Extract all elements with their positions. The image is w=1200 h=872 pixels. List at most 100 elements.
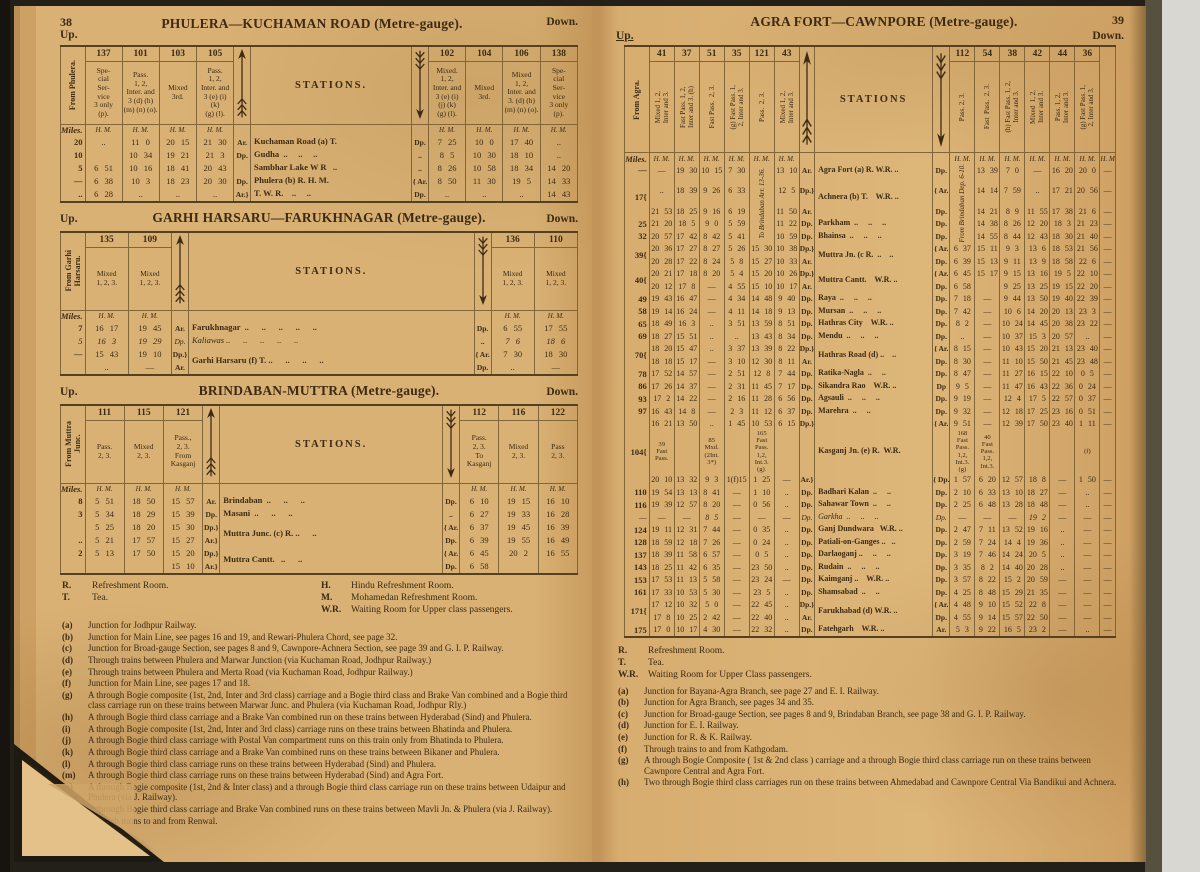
- station-cell: Kasganj Jn. (e) R. W.R.: [814, 417, 934, 486]
- time-cell: —: [1099, 267, 1116, 280]
- page-number: 39: [1112, 13, 1124, 27]
- miles-cell: 17{: [624, 176, 650, 218]
- vertical-text: Pass. 1, 2, Inter and 3.: [1054, 90, 1071, 124]
- station-cell: Hathras City W.R. ..: [814, 317, 934, 330]
- time-cell: 18 18: [648, 354, 675, 368]
- time-cell: 7 18: [949, 292, 976, 305]
- time-cell: 19 30: [673, 164, 700, 177]
- spacer: [233, 124, 252, 136]
- time-cell: 1 25: [748, 473, 775, 486]
- from-column-label: From Muttra Junc.: [60, 404, 86, 484]
- time-cell: 8 20: [698, 498, 725, 511]
- timetable-row: 7 16 17 19 45 Ar. Farukhnagar .. .. .. .. ..…: [60, 321, 579, 335]
- time-cell: 13 43: [748, 329, 775, 343]
- time-cell: —: [974, 317, 1001, 330]
- time-cell: 18 41: [158, 161, 197, 175]
- footnote-key: (a): [618, 685, 629, 696]
- time-cell: 13 10: [999, 485, 1026, 499]
- time-cell: —: [773, 573, 800, 586]
- timetable-row: —6 38 10 3 18 23 20 30 Dp. Phulera (b) R. H. …: [60, 174, 579, 188]
- time-cell: 14 45: [1024, 317, 1051, 330]
- time-cell: 1(f)15: [723, 473, 750, 486]
- arrival-departure-label: Dp.: [798, 304, 816, 318]
- time-cell: 18 34: [502, 161, 541, 175]
- footnote-key: R.: [62, 580, 72, 591]
- time-cell: 8 48: [974, 585, 1001, 599]
- time-cell: 16 55: [537, 546, 579, 560]
- time-cell: 16 17: [84, 321, 129, 335]
- vertical-text: From Phulera.: [68, 60, 78, 111]
- train-class-row: Pass. 2, 3. Mixed 2, 3. Pass., 2, 3. From …: [61, 420, 579, 484]
- time-cell: 16 15: [1024, 367, 1051, 380]
- time-cell: —: [1074, 548, 1101, 561]
- train-class-desc: Pass. 1, 2, Inter. and 3 (d) (h) (m) (n)…: [121, 61, 160, 125]
- time-cell: 22 57: [1049, 392, 1076, 405]
- station-cell: Parkham .. .. ..: [814, 217, 934, 230]
- timetable-row: 110 19 54 13 13 8 41—1 10.. Dp. Badhari Kalan…: [624, 485, 1116, 499]
- timetable: From Muttra Junc. 111 115 121 STATIONS. 112 11…: [60, 403, 579, 575]
- time-cell: 19 45: [127, 321, 173, 335]
- arrival-departure-label: Dp.}: [798, 342, 816, 355]
- arrival-departure-label: { Ar.: [932, 342, 951, 355]
- arrival-departure-label: Dp.: [932, 404, 951, 418]
- arrival-departure-label: Ar.: [798, 610, 816, 624]
- time-cell: 9 22: [974, 623, 1001, 637]
- abbreviation-keys: R. Refreshment Room. T. Tea. W.R. Waiting Roo…: [616, 646, 1124, 683]
- train-class-desc: Mixed 1, 2, Inter. and 3. (d) (h) (m) (n…: [502, 61, 541, 125]
- train-class-desc: (g) Fast Pass. 1, 2, Inter and 3.: [1074, 61, 1101, 153]
- time-cell: 13 9: [1024, 254, 1051, 268]
- time-cell: —: [723, 523, 750, 536]
- time-cell: 12 31: [673, 523, 700, 536]
- station-cell: Sikandra Rao W.R. ..: [814, 379, 934, 393]
- time-cell: ..: [773, 498, 800, 511]
- time-cell: 1 50: [1074, 473, 1101, 486]
- vertical-text: Fast Pass. 2, 3.: [707, 85, 716, 129]
- time-cell: —: [1099, 523, 1116, 536]
- time-cell: 15 52: [999, 598, 1026, 611]
- time-cell: ..: [1049, 535, 1076, 549]
- time-cell: 22 8: [1024, 598, 1051, 611]
- time-cell: 14 38: [974, 217, 1001, 230]
- time-cell: [1049, 429, 1076, 474]
- footnote-key: T.: [62, 592, 71, 603]
- time-cell: ..: [539, 148, 579, 162]
- station-cell: Patiali-on-Ganges .. ..: [814, 535, 934, 549]
- time-cell: 0 51: [1074, 404, 1101, 418]
- hours-minutes-label: H. M.: [195, 124, 235, 136]
- time-cell: 13 6: [1024, 242, 1051, 255]
- footnote-text: Mohamedan Refreshment Room.: [351, 592, 478, 603]
- time-cell: 17 38: [1049, 204, 1076, 218]
- time-cell: 12 18: [999, 404, 1026, 418]
- station-cell: Garhi Harsaru (f) T. .. .. .. ..: [187, 347, 475, 375]
- time-cell: 10 15: [698, 164, 725, 177]
- footnote-line: (d) Junction for E. I. Railway.: [616, 720, 1124, 731]
- time-cell: 15 50: [1024, 354, 1051, 368]
- time-cell: 19 29: [127, 334, 173, 348]
- time-cell: 23 50: [748, 560, 775, 574]
- time-cell: 5 51: [84, 494, 125, 508]
- time-cell: 1 45: [723, 417, 750, 430]
- time-cell: 15 3: [1024, 329, 1051, 343]
- time-cell: ..: [773, 485, 800, 499]
- miles-cell: [60, 360, 86, 375]
- time-cell: 20 21: [648, 267, 675, 280]
- arrival-departure-label: Dp.: [798, 392, 816, 405]
- footnote-key: (c): [618, 708, 628, 719]
- hours-minutes-label: H. M.: [999, 152, 1026, 164]
- time-cell: ..: [773, 598, 800, 611]
- arrival-departure-label: Dp.}: [202, 546, 221, 560]
- time-cell: —: [1099, 367, 1116, 380]
- dog-eared-page-fold-underside: [48, 784, 134, 836]
- time-cell: —: [1099, 392, 1116, 405]
- time-cell: 19 5: [502, 174, 541, 188]
- station-cell: Kuchaman Road (a) T.: [250, 135, 413, 149]
- time-cell: 9 14: [974, 610, 1001, 624]
- time-cell: 15 20: [162, 546, 204, 560]
- train-class-desc: Pass. 2, 3.: [949, 61, 976, 153]
- time-cell: 16 3: [673, 317, 700, 330]
- time-cell: 22 40: [748, 610, 775, 624]
- time-cell: ..: [84, 135, 123, 149]
- train-class-desc: Spe- cial Ser- vice 3 only (p).: [84, 61, 123, 125]
- miles-cell: 153: [624, 573, 650, 586]
- time-cell: 8 2: [974, 560, 1001, 574]
